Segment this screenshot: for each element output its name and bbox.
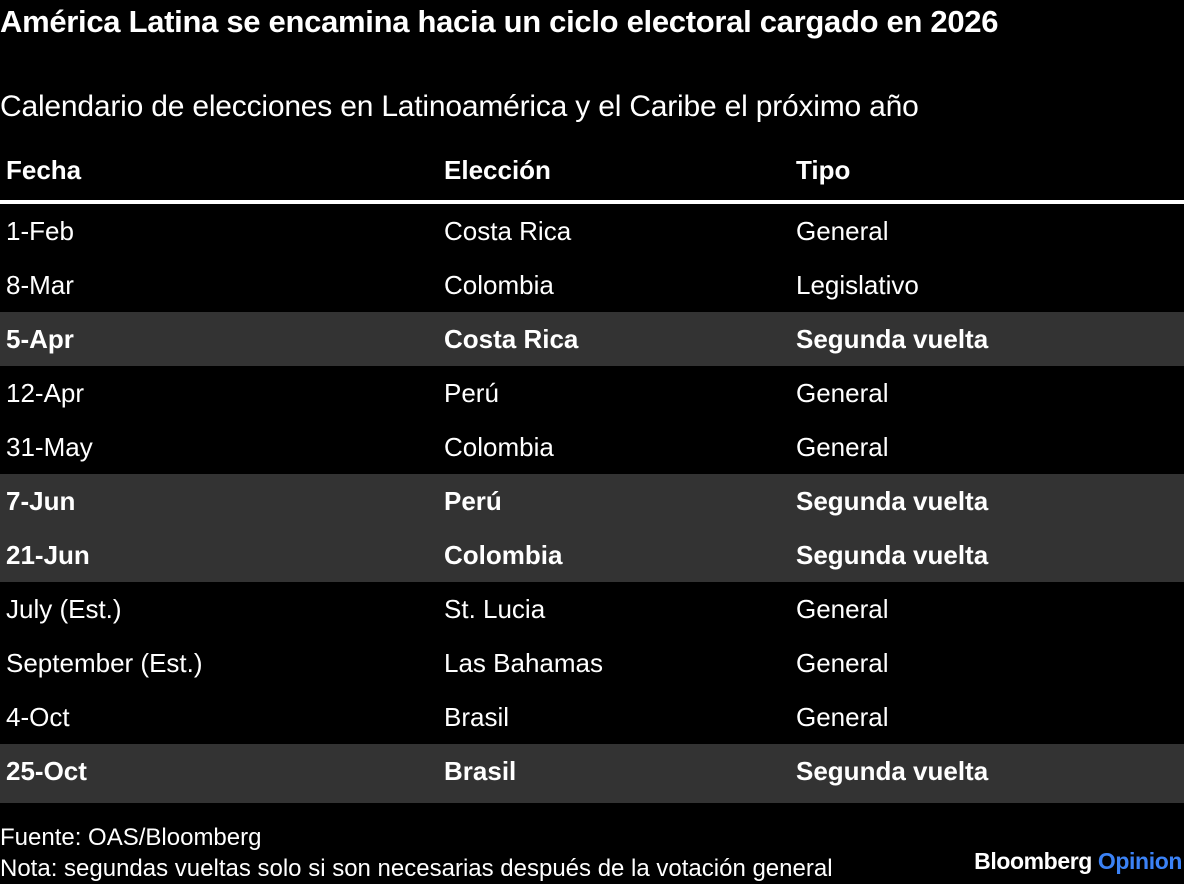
brand-primary: Bloomberg — [974, 848, 1092, 874]
column-header-eleccion: Elección — [444, 155, 551, 185]
table-row: 8-Mar Colombia Legislativo — [0, 258, 1184, 312]
table-row: 12-Apr Perú General — [0, 366, 1184, 420]
cell-fecha: 25-Oct — [6, 756, 87, 786]
table-row: 31-May Colombia General — [0, 420, 1184, 474]
footer-notes: Fuente: OAS/Bloomberg Nota: segundas vue… — [0, 822, 833, 884]
cell-tipo: General — [796, 432, 889, 462]
page-subtitle: Calendario de elecciones en Latinoaméric… — [0, 90, 919, 123]
cell-tipo: Segunda vuelta — [796, 540, 989, 570]
cell-tipo: Segunda vuelta — [796, 756, 989, 786]
cell-eleccion: Las Bahamas — [444, 648, 603, 678]
cell-tipo: General — [796, 648, 889, 678]
brand-secondary: Opinion — [1097, 848, 1182, 874]
cell-tipo: General — [796, 216, 889, 246]
cell-eleccion: Colombia — [444, 270, 554, 300]
cell-eleccion: St. Lucia — [444, 594, 546, 624]
cell-fecha: 5-Apr — [6, 324, 74, 354]
table-row-highlighted: 21-Jun Colombia Segunda vuelta — [0, 528, 1184, 582]
page-title: América Latina se encamina hacia un cicl… — [0, 4, 999, 39]
cell-eleccion: Colombia — [444, 540, 563, 570]
cell-eleccion: Perú — [444, 486, 502, 516]
column-header-tipo: Tipo — [796, 155, 851, 185]
cell-fecha: 1-Feb — [6, 216, 74, 246]
cell-fecha: September (Est.) — [6, 648, 203, 678]
column-header-fecha: Fecha — [6, 155, 82, 185]
table-row-highlighted: 25-Oct Brasil Segunda vuelta — [0, 744, 1184, 803]
cell-tipo: Segunda vuelta — [796, 324, 989, 354]
cell-eleccion: Colombia — [444, 432, 554, 462]
table-row: July (Est.) St. Lucia General — [0, 582, 1184, 636]
cell-fecha: 12-Apr — [6, 378, 85, 408]
cell-eleccion: Brasil — [444, 702, 510, 732]
table-row: 1-Feb Costa Rica General — [0, 204, 1184, 258]
cell-eleccion: Costa Rica — [444, 324, 579, 354]
table-row-highlighted: 5-Apr Costa Rica Segunda vuelta — [0, 312, 1184, 366]
cell-fecha: 21-Jun — [6, 540, 90, 570]
cell-tipo: General — [796, 378, 889, 408]
cell-tipo: Segunda vuelta — [796, 486, 989, 516]
table-row: 4-Oct Brasil General — [0, 690, 1184, 744]
table-row-highlighted: 7-Jun Perú Segunda vuelta — [0, 474, 1184, 528]
cell-fecha: 4-Oct — [6, 702, 70, 732]
cell-eleccion: Brasil — [444, 756, 517, 786]
cell-eleccion: Costa Rica — [444, 216, 572, 246]
cell-fecha: 8-Mar — [6, 270, 74, 300]
cell-tipo: Legislativo — [796, 270, 919, 300]
cell-fecha: July (Est.) — [6, 594, 122, 624]
cell-fecha: 31-May — [6, 432, 93, 462]
source-note: Fuente: OAS/Bloomberg — [0, 824, 262, 851]
elections-table: Fecha Elección Tipo 1-Feb Costa Rica Gen… — [0, 144, 1184, 803]
bloomberg-opinion-logo: Bloomberg Opinion — [974, 848, 1182, 875]
cell-eleccion: Perú — [444, 378, 499, 408]
table-header-row: Fecha Elección Tipo — [0, 144, 1184, 204]
runoff-note: Nota: segundas vueltas solo si son neces… — [0, 855, 833, 882]
table-row: September (Est.) Las Bahamas General — [0, 636, 1184, 690]
cell-fecha: 7-Jun — [6, 486, 76, 516]
cell-tipo: General — [796, 702, 889, 732]
cell-tipo: General — [796, 594, 889, 624]
